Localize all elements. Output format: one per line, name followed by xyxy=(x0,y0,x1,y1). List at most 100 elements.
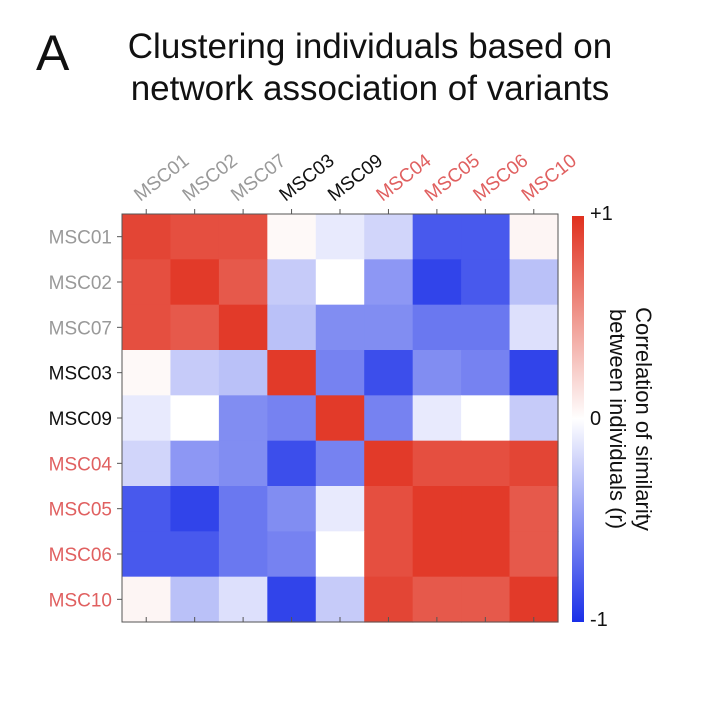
heatmap-cell-MSC09-MSC05 xyxy=(412,395,462,442)
heatmap-cell-MSC03-MSC01 xyxy=(122,350,172,396)
heatmap-cell-MSC04-MSC06 xyxy=(461,440,511,487)
heatmap-cell-MSC05-MSC02 xyxy=(170,486,220,532)
heatmap-cell-MSC01-MSC02 xyxy=(170,214,220,260)
colorbar-gradient xyxy=(572,216,584,622)
panel-label: A xyxy=(36,25,70,81)
colorbar-tick-label: 0 xyxy=(590,408,601,430)
heatmap-cell-MSC02-MSC05 xyxy=(412,259,462,306)
heatmap-cell-MSC03-MSC02 xyxy=(170,350,220,396)
row-label-MSC06: MSC06 xyxy=(49,545,112,566)
heatmap-cell-MSC01-MSC01 xyxy=(122,214,172,260)
heatmap-cell-MSC05-MSC10 xyxy=(509,486,559,532)
heatmap-cell-MSC02-MSC04 xyxy=(364,259,414,306)
heatmap-cell-MSC06-MSC01 xyxy=(122,531,172,578)
heatmap-cell-MSC06-MSC02 xyxy=(170,531,220,578)
heatmap-cell-MSC06-MSC04 xyxy=(364,531,414,578)
colorbar-label-line: Correlation of similarity xyxy=(631,307,656,531)
heatmap-cell-MSC06-MSC06 xyxy=(461,531,511,578)
row-label-MSC02: MSC02 xyxy=(49,273,112,294)
heatmap-cell-MSC01-MSC10 xyxy=(509,214,559,260)
heatmap-cell-MSC05-MSC01 xyxy=(122,486,172,532)
heatmap-cell-MSC10-MSC01 xyxy=(122,576,172,623)
heatmap-cell-MSC10-MSC09 xyxy=(315,576,365,623)
row-labels: MSC01 MSC02 MSC07 MSC03 MSC09 MSC04 MSC05 MSC06… xyxy=(49,228,113,612)
heatmap-cell-MSC03-MSC04 xyxy=(364,350,414,396)
colorbar-tick-label: -1 xyxy=(590,609,608,631)
heatmap-cell-MSC07-MSC06 xyxy=(461,304,511,351)
row-label-MSC04: MSC04 xyxy=(49,454,113,475)
heatmap-cell-MSC02-MSC02 xyxy=(170,259,220,306)
heatmap-cell-MSC03-MSC03 xyxy=(267,350,317,396)
heatmap-cell-MSC04-MSC03 xyxy=(267,440,317,487)
heatmap-cell-MSC04-MSC02 xyxy=(170,440,220,487)
heatmap-cell-MSC06-MSC03 xyxy=(267,531,317,578)
heatmap-cell-MSC05-MSC09 xyxy=(315,486,365,532)
heatmap-cell-MSC02-MSC07 xyxy=(218,259,268,306)
heatmap-cell-MSC10-MSC10 xyxy=(509,576,559,623)
heatmap-cell-MSC01-MSC06 xyxy=(461,214,511,260)
chart-title: Clustering individuals based on network … xyxy=(90,26,650,110)
heatmap-cell-MSC10-MSC07 xyxy=(218,576,268,623)
heatmap-cell-MSC09-MSC09 xyxy=(315,395,365,442)
heatmap-cell-MSC04-MSC01 xyxy=(122,440,172,487)
heatmap-cell-MSC02-MSC03 xyxy=(267,259,317,306)
colorbar: +1 0 -1 Correlation of similaritybetween in… xyxy=(572,203,656,631)
heatmap-cell-MSC09-MSC03 xyxy=(267,395,317,442)
heatmap-cell-MSC10-MSC05 xyxy=(412,576,462,623)
column-label-MSC01: MSC01 xyxy=(130,150,193,206)
heatmap-cell-MSC05-MSC06 xyxy=(461,486,511,532)
heatmap-cell-MSC03-MSC07 xyxy=(218,350,268,396)
heatmap-cell-MSC07-MSC04 xyxy=(364,304,414,351)
heatmap-cell-MSC10-MSC03 xyxy=(267,576,317,623)
column-label-MSC05: MSC05 xyxy=(421,150,484,206)
row-label-MSC09: MSC09 xyxy=(49,409,112,430)
heatmap-cell-MSC10-MSC02 xyxy=(170,576,220,623)
heatmap-cell-MSC03-MSC06 xyxy=(461,350,511,396)
heatmap-cell-MSC01-MSC03 xyxy=(267,214,317,260)
heatmap-cell-MSC06-MSC09 xyxy=(315,531,365,578)
heatmap-cell-MSC04-MSC05 xyxy=(412,440,462,487)
heatmap-cell-MSC06-MSC07 xyxy=(218,531,268,578)
heatmap-cell-MSC07-MSC03 xyxy=(267,304,317,351)
colorbar-label-line: between individuals (r) xyxy=(605,309,630,529)
heatmap-cells xyxy=(117,209,559,623)
heatmap-cell-MSC01-MSC04 xyxy=(364,214,414,260)
heatmap-cell-MSC01-MSC07 xyxy=(218,214,268,260)
heatmap-cell-MSC07-MSC02 xyxy=(170,304,220,351)
chart-title-line-1: Clustering individuals based on xyxy=(127,27,613,66)
row-label-MSC01: MSC01 xyxy=(49,228,112,249)
heatmap-cell-MSC02-MSC10 xyxy=(509,259,559,306)
heatmap-cell-MSC04-MSC10 xyxy=(509,440,559,487)
row-label-MSC10: MSC10 xyxy=(49,590,112,611)
column-label-MSC03: MSC03 xyxy=(276,150,339,206)
heatmap-cell-MSC02-MSC06 xyxy=(461,259,511,306)
heatmap-cell-MSC05-MSC04 xyxy=(364,486,414,532)
heatmap-cell-MSC09-MSC01 xyxy=(122,395,172,442)
heatmap-cell-MSC09-MSC04 xyxy=(364,395,414,442)
heatmap-cell-MSC07-MSC09 xyxy=(315,304,365,351)
column-label-MSC10: MSC10 xyxy=(518,150,581,206)
heatmap-cell-MSC06-MSC05 xyxy=(412,531,462,578)
heatmap-cell-MSC07-MSC10 xyxy=(509,304,559,351)
heatmap-cell-MSC02-MSC09 xyxy=(315,259,365,306)
row-label-MSC03: MSC03 xyxy=(49,364,112,385)
heatmap-cell-MSC09-MSC02 xyxy=(170,395,220,442)
heatmap-cell-MSC09-MSC07 xyxy=(218,395,268,442)
heatmap-cell-MSC05-MSC03 xyxy=(267,486,317,532)
column-label-MSC06: MSC06 xyxy=(469,150,532,206)
heatmap-cell-MSC04-MSC04 xyxy=(364,440,414,487)
heatmap-cell-MSC07-MSC01 xyxy=(122,304,172,351)
heatmap-cell-MSC09-MSC10 xyxy=(509,395,559,442)
heatmap-cell-MSC04-MSC09 xyxy=(315,440,365,487)
heatmap-cell-MSC07-MSC05 xyxy=(412,304,462,351)
column-label-MSC09: MSC09 xyxy=(324,150,387,206)
column-label-MSC07: MSC07 xyxy=(227,150,290,206)
column-labels: MSC01MSC02MSC07MSC03MSC09MSC04MSC05MSC06… xyxy=(130,150,580,206)
colorbar-tick-label: +1 xyxy=(590,203,613,225)
heatmap-cell-MSC03-MSC05 xyxy=(412,350,462,396)
colorbar-label: Correlation of similaritybetween individ… xyxy=(605,307,656,531)
heatmap-cell-MSC05-MSC05 xyxy=(412,486,462,532)
heatmap-cell-MSC10-MSC06 xyxy=(461,576,511,623)
heatmap-cell-MSC05-MSC07 xyxy=(218,486,268,532)
